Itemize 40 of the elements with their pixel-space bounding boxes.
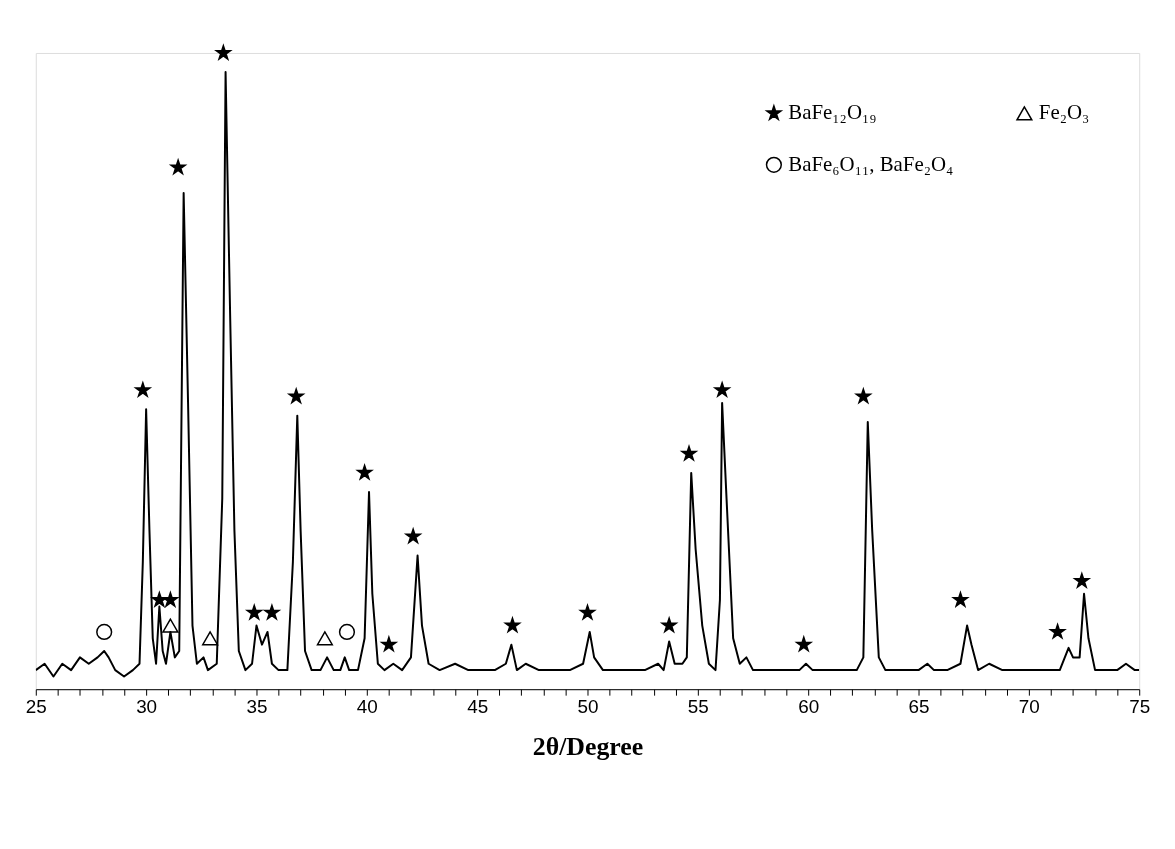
legend-label: BaFe₆O₁₁, BaFe₂O₄ [788, 151, 954, 176]
x-tick-label: 55 [687, 695, 709, 717]
point [170, 159, 186, 175]
point [952, 592, 969, 607]
x-tick-label: 50 [577, 695, 599, 717]
point [714, 382, 730, 397]
point [215, 44, 232, 60]
point [356, 464, 373, 480]
x-tick-label: 75 [1129, 695, 1151, 717]
point [264, 604, 280, 620]
point [381, 636, 397, 652]
x-tick-label: 30 [136, 695, 158, 717]
point [681, 445, 697, 461]
legend-label: Fe₂O₃ [1038, 100, 1090, 125]
point [579, 604, 596, 620]
point [162, 618, 179, 633]
legend-label: BaFe₁₂O₁₉ [788, 100, 877, 125]
point [855, 388, 872, 404]
x-tick-label: 45 [467, 695, 489, 717]
point [135, 382, 151, 397]
point [405, 528, 421, 544]
point [202, 631, 219, 646]
x-axis-title: 2θ/Degree [532, 732, 644, 762]
point [338, 623, 356, 641]
point [661, 617, 677, 633]
point [96, 623, 113, 641]
point [288, 388, 304, 404]
point [1074, 572, 1090, 588]
x-tick-label: 25 [25, 695, 47, 717]
point [162, 592, 179, 607]
point [316, 631, 334, 646]
x-tick-label: 35 [246, 695, 268, 717]
x-tick-label: 40 [356, 695, 378, 717]
point [246, 604, 263, 620]
x-tick-label: 60 [798, 695, 820, 717]
x-tick-label: 70 [1018, 695, 1040, 717]
point [796, 636, 812, 652]
point [1049, 623, 1066, 639]
x-tick-label: 65 [908, 695, 930, 717]
point [504, 617, 521, 633]
